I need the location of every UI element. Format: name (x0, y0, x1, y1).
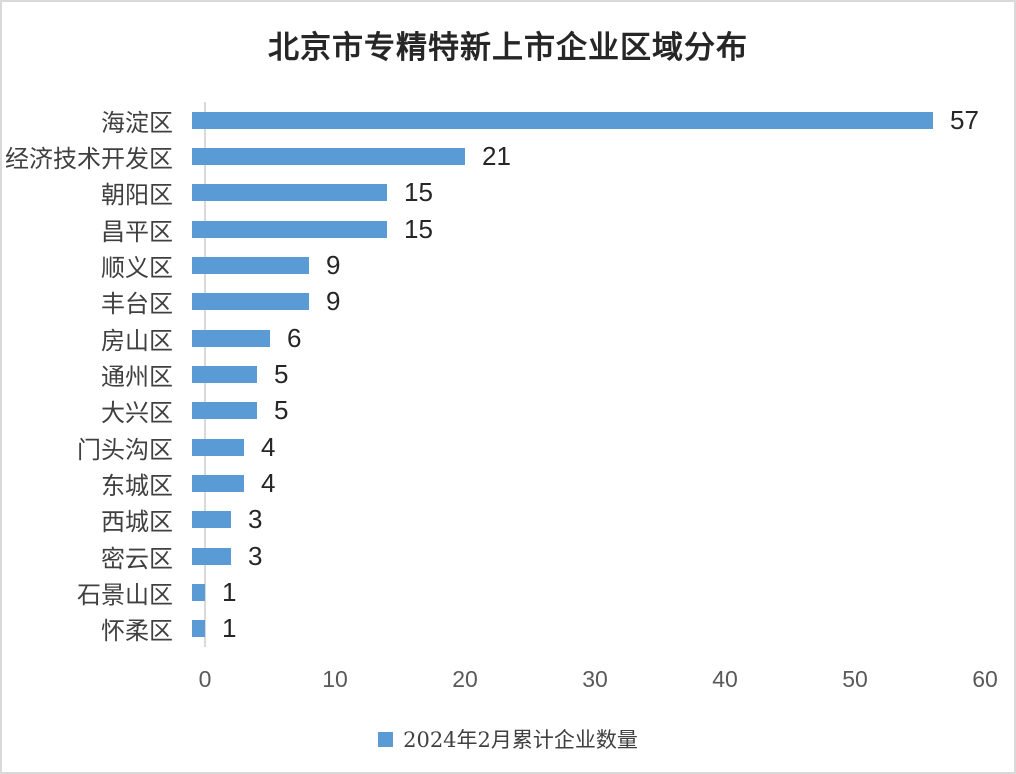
category-label: 昌平区 (101, 217, 173, 246)
category-label: 丰台区 (101, 290, 173, 319)
bar-row: 密云区 3 (2, 538, 1014, 574)
bar-row: 西城区 3 (2, 502, 1014, 538)
value-label: 3 (248, 504, 263, 535)
bar-row: 门头沟区 4 (2, 429, 1014, 465)
bar (192, 147, 465, 165)
bar (192, 184, 387, 202)
x-axis: 0 10 20 30 40 50 60 (199, 666, 998, 692)
x-tick-label: 60 (972, 666, 998, 692)
category-label: 西城区 (101, 508, 173, 537)
category-label: 海淀区 (101, 108, 173, 137)
bar (192, 365, 257, 383)
bar (192, 293, 309, 311)
legend: 2024年2月累计企业数量 (2, 724, 1014, 754)
category-label: 密云区 (101, 544, 173, 573)
value-label: 5 (274, 358, 289, 389)
bar-row: 怀柔区 1 (2, 611, 1014, 647)
chart-title: 北京市专精特新上市企业区域分布 (268, 30, 748, 66)
bar-row: 海淀区 57 (2, 102, 1014, 138)
bar (192, 583, 205, 601)
bar-row: 顺义区 9 (2, 247, 1014, 283)
category-label: 东城区 (101, 471, 173, 500)
x-tick-label: 50 (842, 666, 868, 692)
bar (192, 111, 933, 129)
value-label: 1 (222, 613, 237, 644)
bar (192, 620, 205, 638)
bar (192, 474, 244, 492)
value-label: 4 (261, 431, 276, 462)
bar-row: 房山区 6 (2, 320, 1014, 356)
legend-swatch-icon (378, 731, 394, 747)
x-tick-label: 20 (452, 666, 478, 692)
bar-row: 昌平区 15 (2, 211, 1014, 247)
value-label: 6 (287, 322, 302, 353)
value-label: 21 (482, 140, 511, 171)
category-label: 经济技术开发区 (5, 144, 173, 173)
bar-row: 石景山区 1 (2, 574, 1014, 610)
category-label: 门头沟区 (77, 435, 173, 464)
bar (192, 256, 309, 274)
bar-row: 通州区 5 (2, 356, 1014, 392)
category-label: 石景山区 (77, 580, 173, 609)
category-label: 怀柔区 (101, 617, 173, 646)
bar (192, 438, 244, 456)
bar-row: 丰台区 9 (2, 284, 1014, 320)
legend-label: 2024年2月累计企业数量 (403, 728, 638, 752)
category-label: 顺义区 (101, 253, 173, 282)
category-label: 通州区 (101, 362, 173, 391)
value-label: 5 (274, 395, 289, 426)
value-label: 3 (248, 540, 263, 571)
x-tick-label: 40 (712, 666, 738, 692)
x-tick-label: 30 (582, 666, 608, 692)
category-label: 朝阳区 (101, 181, 173, 210)
value-label: 15 (404, 213, 433, 244)
value-label: 15 (404, 177, 433, 208)
bar-row: 经济技术开发区 21 (2, 138, 1014, 174)
category-label: 大兴区 (101, 399, 173, 428)
category-label: 房山区 (101, 326, 173, 355)
bar (192, 329, 270, 347)
bar-row: 朝阳区 15 (2, 175, 1014, 211)
value-label: 9 (326, 249, 341, 280)
x-tick-label: 0 (198, 666, 212, 692)
value-label: 57 (950, 104, 979, 135)
bar (192, 511, 231, 529)
value-label: 9 (326, 286, 341, 317)
bar (192, 547, 231, 565)
bar-row: 大兴区 5 (2, 393, 1014, 429)
bar-row: 东城区 4 (2, 465, 1014, 501)
bar-rows: 海淀区 57 经济技术开发区 21 朝阳区 15 昌平区 15 顺义区 9 丰台区 9 房山区 6 通州区 5… (2, 102, 1014, 647)
bar (192, 402, 257, 420)
value-label: 4 (261, 467, 276, 498)
bar (192, 220, 387, 238)
x-tick-label: 10 (322, 666, 348, 692)
value-label: 1 (222, 576, 237, 607)
